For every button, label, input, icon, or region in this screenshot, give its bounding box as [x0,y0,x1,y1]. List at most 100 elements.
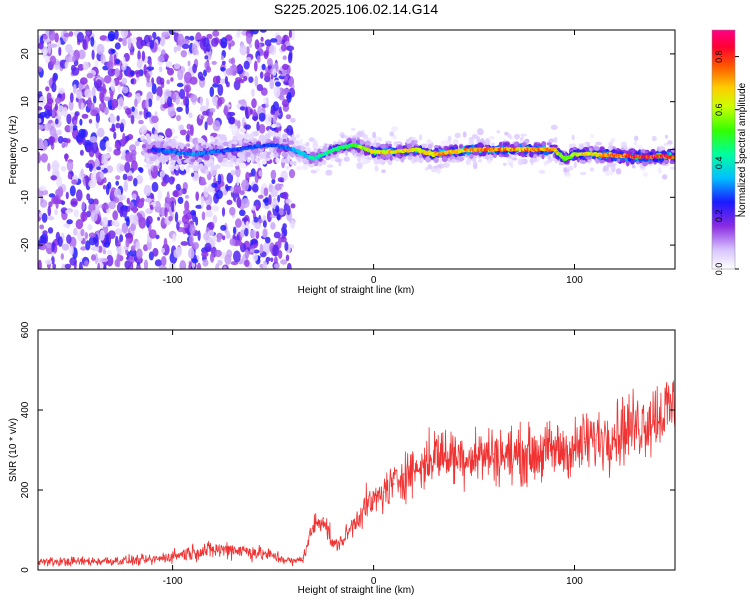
heatmap-cell [54,103,59,111]
heatmap-cell [39,96,46,106]
heatmap-cell [212,83,220,88]
heatmap-cell [119,96,124,107]
heatmap-cell [38,124,44,131]
heatmap-cell [405,138,411,144]
heatmap-cell [148,59,152,67]
heatmap-cell [258,124,266,134]
heatmap-cell [84,88,92,98]
heatmap-cell [246,33,253,45]
heatmap-cell [122,36,128,47]
heatmap-cell [222,141,229,146]
heatmap-cell [47,216,55,221]
heatmap-cell [451,158,457,163]
heatmap-cell [38,138,44,150]
heatmap-cell [134,140,140,147]
heatmap-cell [632,164,636,169]
heatmap-cell [187,60,191,67]
heatmap-cell [170,159,176,164]
heatmap-cell [82,38,87,50]
heatmap-cell [266,151,272,156]
heatmap-cell [243,60,250,70]
heatmap-cell [162,158,166,165]
heatmap-cell [239,44,248,56]
heatmap-cell [163,54,169,60]
heatmap-cell [239,209,246,217]
heatmap-cell [267,64,272,70]
heatmap-cell [241,217,249,222]
colorbar-label: Normalized spectral amplitude [737,82,748,217]
heatmap-cell [191,43,198,56]
heatmap-cell [61,142,66,149]
heatmap-cell [38,106,43,111]
heatmap-cell [240,229,245,238]
heatmap-cell [76,189,83,202]
heatmap-cell [79,261,83,269]
heatmap-cell [245,171,250,182]
heatmap-cell [208,221,215,230]
heatmap-cell [256,55,261,63]
heatmap-cell [634,135,639,141]
heatmap-cell [591,156,597,160]
heatmap-cell [425,156,432,163]
y-tick-label: 0 [20,567,31,573]
heatmap-cell [492,153,497,159]
heatmap-cell [546,142,552,146]
heatmap-cell [579,171,587,175]
heatmap-cell [85,174,89,187]
heatmap-cell [186,143,191,148]
heatmap-cell [211,96,219,104]
heatmap-cell [114,42,121,50]
heatmap-cell [191,172,195,177]
heatmap-cell [257,161,261,169]
heatmap-cell [202,259,209,267]
heatmap-cell [226,172,234,184]
heatmap-cell [54,32,59,43]
heatmap-cell [184,200,190,212]
heatmap-cell [139,125,147,135]
heatmap-cell [106,254,114,267]
heatmap-cell [89,136,98,143]
heatmap-cell [266,210,272,223]
heatmap-cell [513,141,519,147]
heatmap-cell [572,146,577,150]
heatmap-cell [260,36,264,42]
heatmap-cell [314,168,321,172]
heatmap-cell [278,250,283,259]
heatmap-cell [102,249,107,255]
heatmap-cell [44,259,53,265]
heatmap-cell [255,231,260,239]
heatmap-cell [97,245,103,253]
heatmap-cell [620,147,625,151]
heatmap-cell [462,131,467,138]
heatmap-cell [131,160,138,171]
heatmap-cell [532,154,538,158]
heatmap-cell [260,87,268,96]
heatmap-cell [258,219,263,224]
heatmap-cell [185,104,189,115]
heatmap-cell [157,188,162,201]
heatmap-cell [262,228,268,238]
heatmap-cell [344,135,349,139]
heatmap-cell [259,243,264,254]
heatmap-cell [272,115,276,127]
heatmap-cell [57,186,64,198]
heatmap-cell [79,149,84,156]
snr-line-layer [38,380,675,567]
heatmap-cell [249,229,257,239]
heatmap-cell [202,144,207,148]
heatmap-cell [115,175,121,180]
heatmap-cell [447,135,452,141]
heatmap-cell [45,86,50,92]
heatmap-cell [152,165,158,176]
heatmap-cell [216,145,223,150]
heatmap-cell [545,159,550,165]
heatmap-cell [206,204,212,211]
heatmap-cell [212,214,218,224]
heatmap-cell [454,132,461,139]
x-tick-label: 0 [371,275,377,286]
heatmap-cell [224,254,232,265]
heatmap-cell [176,106,183,112]
heatmap-cell [143,64,147,76]
heatmap-cell [299,138,303,146]
heatmap-cell [127,174,133,182]
